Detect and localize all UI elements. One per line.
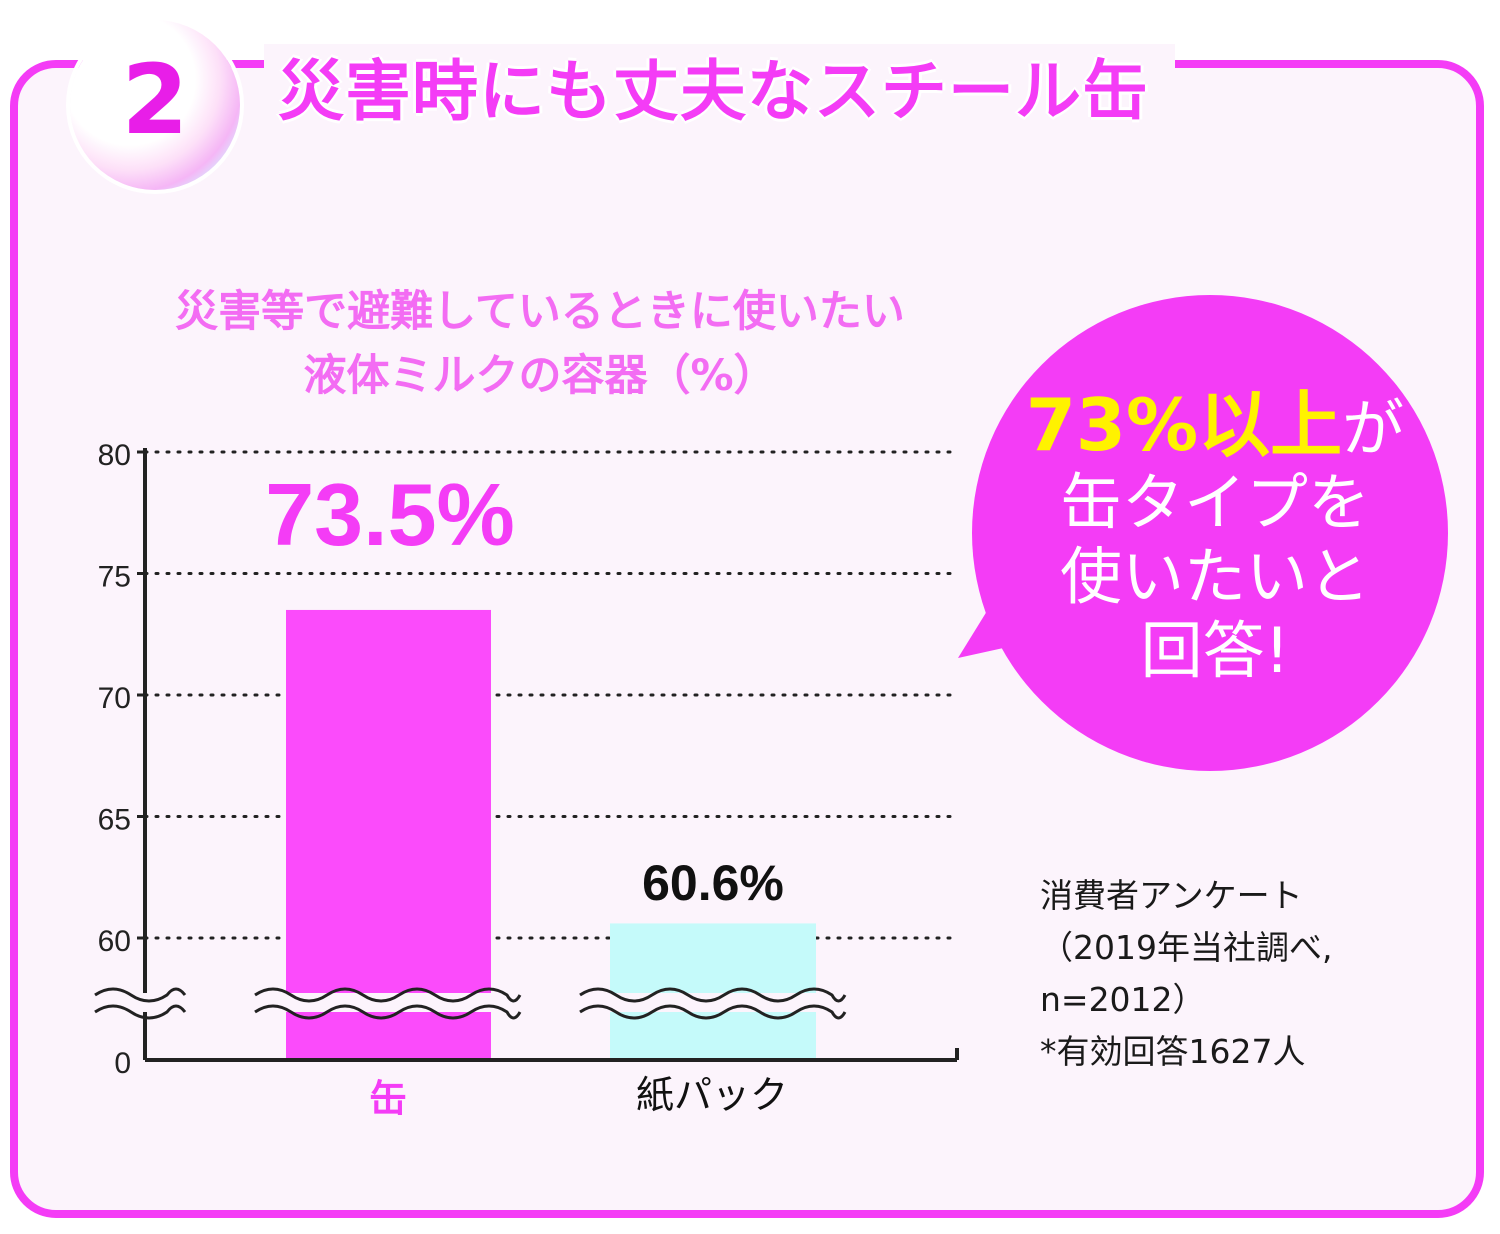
axis-break-line	[94, 987, 187, 1003]
bar-can	[286, 609, 491, 1060]
section-number: 2	[121, 44, 189, 156]
y-tick-label: 75	[98, 561, 131, 594]
axis-break-line	[254, 987, 522, 1003]
survey-footnote: 消費者アンケート （2019年当社調べ, n=2012） *有効回答1627人	[1040, 876, 1333, 1071]
axis-break-line	[254, 1004, 522, 1020]
callout-particle: が	[1342, 392, 1405, 465]
axis-break-line	[579, 987, 847, 1003]
chart-title-line: 液体ミルクの容器（%）	[303, 351, 777, 401]
value-label-can: 73.5%	[265, 465, 515, 564]
callout-bubble	[972, 295, 1448, 771]
callout-body: 缶タイプを 使いたいと 回答!	[1060, 466, 1370, 687]
axis-break-line	[94, 1004, 187, 1020]
callout-text: 73%以上が 缶タイプを 使いたいと 回答!	[1000, 388, 1430, 688]
callout-body-line: 缶タイプを	[1059, 466, 1370, 539]
bar-carton	[610, 923, 816, 1060]
category-label-can: 缶	[369, 1077, 407, 1121]
y-tick-label: 65	[98, 804, 131, 837]
chart-title: 災害等で避難しているときに使いたい 液体ミルクの容器（%）	[100, 280, 980, 408]
callout-body-line: 回答!	[1140, 614, 1290, 687]
y-tick-label: 60	[98, 925, 131, 958]
y-tick-label: 0	[114, 1047, 131, 1080]
value-label-carton: 60.6%	[642, 855, 784, 911]
callout-body-line: 使いたいと	[1059, 540, 1370, 613]
section-title: 災害時にも丈夫なスチール缶	[264, 44, 1175, 140]
callout-highlight: 73%以上	[1025, 383, 1343, 467]
axis-break-line	[579, 1004, 847, 1020]
y-tick-label: 70	[98, 682, 131, 715]
chart-title-line: 災害等で避難しているときに使いたい	[175, 287, 905, 337]
section-number-badge: 2	[70, 20, 240, 190]
category-label-carton: 紙パック	[636, 1073, 788, 1117]
y-tick-label: 80	[98, 439, 131, 472]
